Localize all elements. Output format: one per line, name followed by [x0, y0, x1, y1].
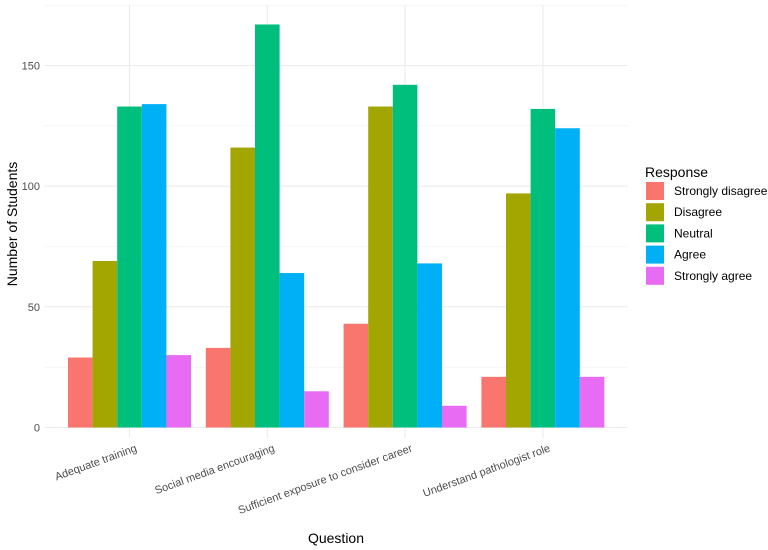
- bar: [92, 260, 118, 428]
- bar: [279, 273, 305, 428]
- bar: [506, 193, 531, 428]
- legend-title: Response: [645, 164, 708, 180]
- bar: [255, 24, 280, 428]
- legend-label: Neutral: [674, 226, 713, 240]
- bar: [166, 355, 191, 428]
- legend-key: [646, 266, 664, 285]
- bar: [230, 147, 255, 428]
- bar: [304, 391, 329, 428]
- legend-label: Strongly disagree: [674, 184, 768, 198]
- bar: [442, 405, 467, 428]
- bar: [117, 106, 142, 428]
- y-tick-label: 50: [28, 302, 40, 314]
- bar: [205, 347, 231, 428]
- bar: [579, 376, 605, 428]
- y-axis: 0 50 100 150: [22, 61, 40, 435]
- x-tick-label: Adequate training: [53, 443, 138, 484]
- y-tick-label: 150: [22, 61, 40, 73]
- x-axis-title: Question: [308, 530, 364, 546]
- legend-label: Agree: [674, 248, 706, 262]
- bars: [68, 24, 605, 428]
- bar: [481, 376, 506, 428]
- x-axis: Adequate training Social media encouragin…: [53, 442, 552, 516]
- bar: [555, 128, 580, 428]
- bar: [530, 108, 556, 428]
- legend-key: [646, 203, 664, 222]
- y-axis-title: Number of Students: [4, 162, 20, 287]
- bar: [141, 104, 167, 428]
- y-tick-label: 100: [22, 181, 40, 193]
- bar: [68, 357, 93, 428]
- bar: [368, 106, 393, 428]
- x-tick-label: Social media encouraging: [153, 443, 276, 498]
- bar: [392, 84, 418, 428]
- bar: [343, 323, 369, 428]
- legend-key: [646, 182, 664, 200]
- legend: Response Strongly disagree Disagree Neutra…: [645, 164, 768, 285]
- y-tick-label: 0: [34, 423, 40, 435]
- bar: [417, 263, 442, 428]
- legend-key: [646, 245, 664, 264]
- legend-label: Disagree: [674, 205, 722, 219]
- x-tick-label: Understand pathologist role: [421, 443, 552, 500]
- legend-label: Strongly agree: [674, 269, 752, 283]
- legend-key: [646, 224, 664, 243]
